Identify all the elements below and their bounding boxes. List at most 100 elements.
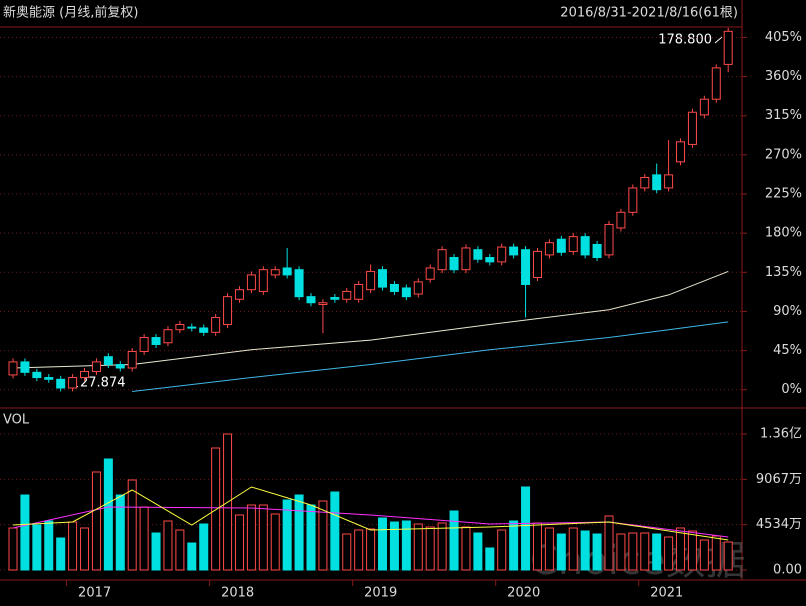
- candle-body: [330, 297, 340, 300]
- volume-bar: [187, 542, 197, 571]
- candle-body: [80, 370, 90, 379]
- candle-body: [389, 283, 399, 292]
- volume-bar: [342, 533, 352, 571]
- y-tick-label: 360%: [765, 69, 802, 84]
- candle-body: [306, 296, 316, 304]
- volume-bar: [91, 471, 101, 571]
- volume-bar: [544, 527, 554, 571]
- annotation: 178.800: [658, 33, 712, 48]
- volume-bar: [234, 514, 244, 571]
- candle-body: [115, 364, 125, 369]
- volume-bar: [306, 504, 316, 571]
- date-range: 2016/8/31-2021/8/16(61根): [560, 6, 738, 21]
- candle-body: [282, 267, 292, 276]
- volume-bar: [80, 527, 90, 571]
- candle-body: [544, 242, 554, 256]
- y-tick-label: 405%: [765, 30, 802, 45]
- volume-bar: [628, 532, 638, 571]
- volume-bar: [449, 510, 459, 571]
- candle-body: [127, 350, 137, 369]
- y-tick-label: 0.00: [773, 563, 802, 578]
- volume-bar: [580, 530, 590, 571]
- candle-body: [234, 289, 244, 300]
- candle-body: [139, 337, 149, 352]
- volume-bar: [461, 526, 471, 571]
- volume-bar: [568, 527, 578, 571]
- volume-bar: [175, 529, 185, 571]
- candle-body: [521, 249, 531, 285]
- volume-bar: [437, 522, 447, 571]
- volume-bar: [44, 520, 54, 571]
- candle-body: [342, 290, 352, 300]
- y-tick-label: 45%: [773, 343, 802, 358]
- candle-body: [473, 249, 483, 260]
- x-tick-label: 2019: [364, 586, 397, 601]
- y-tick-label: 180%: [765, 226, 802, 241]
- candle-body: [366, 270, 376, 291]
- volume-bar: [8, 527, 18, 571]
- candle-body: [20, 361, 30, 373]
- candle-body: [413, 281, 423, 295]
- candle-body: [175, 323, 185, 331]
- candle-body: [211, 317, 221, 333]
- candle-body: [664, 174, 674, 189]
- volume-bar: [699, 539, 709, 571]
- candle-body: [270, 269, 280, 276]
- candle-body: [437, 249, 447, 271]
- candle-body: [187, 326, 197, 329]
- y-tick-label: 315%: [765, 108, 802, 123]
- volume-bar: [604, 515, 614, 571]
- volume-bar: [413, 523, 423, 571]
- candle-body: [354, 283, 364, 300]
- y-tick-label: 4534万: [756, 517, 802, 532]
- volume-bar: [687, 530, 697, 571]
- candle-body: [676, 141, 686, 163]
- volume-bar: [127, 479, 137, 571]
- volume-bar: [282, 499, 292, 571]
- volume-bar: [354, 529, 364, 571]
- candle-body: [294, 269, 304, 298]
- volume-bar: [270, 513, 280, 571]
- candle-body: [556, 238, 566, 253]
- volume-bar: [139, 506, 149, 571]
- volume-bar: [318, 500, 328, 571]
- volume-bar: [389, 521, 399, 571]
- volume-bar: [664, 536, 674, 571]
- candle-body: [687, 111, 697, 145]
- candle-body: [604, 223, 614, 256]
- volume-bar: [497, 529, 507, 571]
- candle-body: [318, 302, 328, 305]
- candle-body: [378, 269, 388, 288]
- x-tick-label: 2021: [650, 586, 683, 601]
- volume-bar: [616, 533, 626, 571]
- candle-body: [103, 356, 113, 366]
- candle-body: [91, 361, 101, 372]
- volume-bar: [211, 447, 221, 571]
- candle-body: [401, 287, 411, 298]
- y-tick-label: 0%: [781, 382, 802, 397]
- y-tick-label: 270%: [765, 147, 802, 162]
- candle-body: [532, 250, 542, 279]
- candle-body: [497, 246, 507, 263]
- volume-bar: [115, 494, 125, 571]
- candle-body: [151, 337, 161, 346]
- volume-bar: [163, 520, 173, 571]
- candle-body: [711, 67, 721, 100]
- x-tick-label: 2018: [221, 586, 254, 601]
- candle-body: [509, 246, 519, 256]
- volume-bar: [509, 520, 519, 571]
- volume-bar: [473, 532, 483, 571]
- volume-bar: [103, 458, 113, 571]
- volume-bar: [652, 533, 662, 571]
- volume-bar: [330, 491, 340, 571]
- candle-body: [652, 174, 662, 191]
- y-tick-label: 9067万: [756, 472, 802, 487]
- volume-bar: [32, 524, 42, 571]
- volume-bar: [556, 533, 566, 571]
- volume-bar: [532, 522, 542, 571]
- volume-bar: [366, 528, 376, 571]
- panel-label: VOL: [3, 413, 30, 428]
- y-tick-label: 1.36亿: [760, 427, 802, 442]
- volume-bar: [378, 517, 388, 571]
